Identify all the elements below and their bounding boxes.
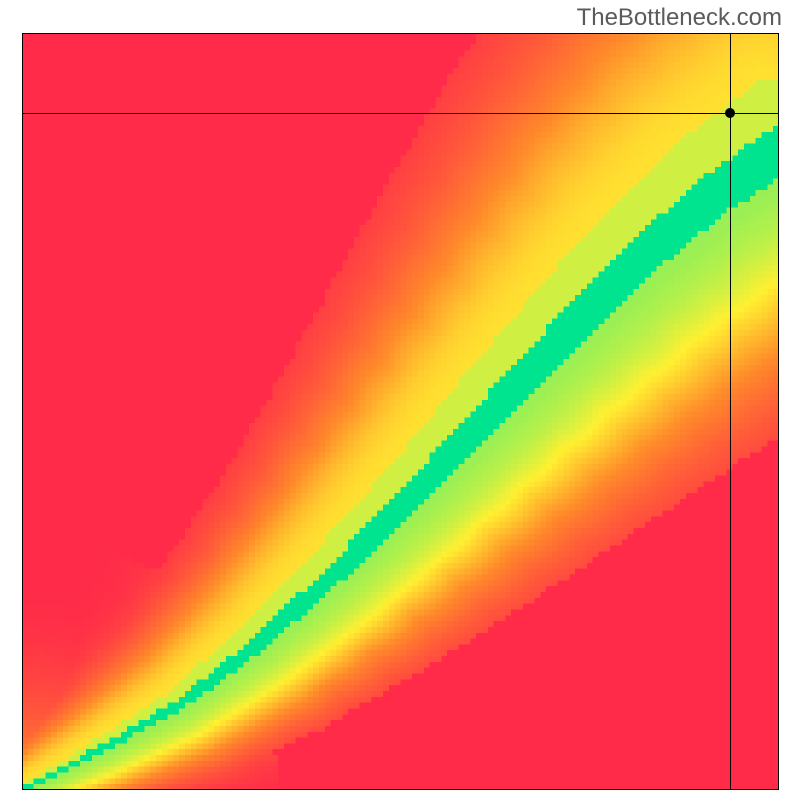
watermark-text: TheBottleneck.com bbox=[577, 4, 782, 32]
heatmap-plot bbox=[22, 33, 779, 790]
heatmap-canvas bbox=[22, 33, 779, 790]
figure-container: TheBottleneck.com bbox=[0, 0, 800, 800]
